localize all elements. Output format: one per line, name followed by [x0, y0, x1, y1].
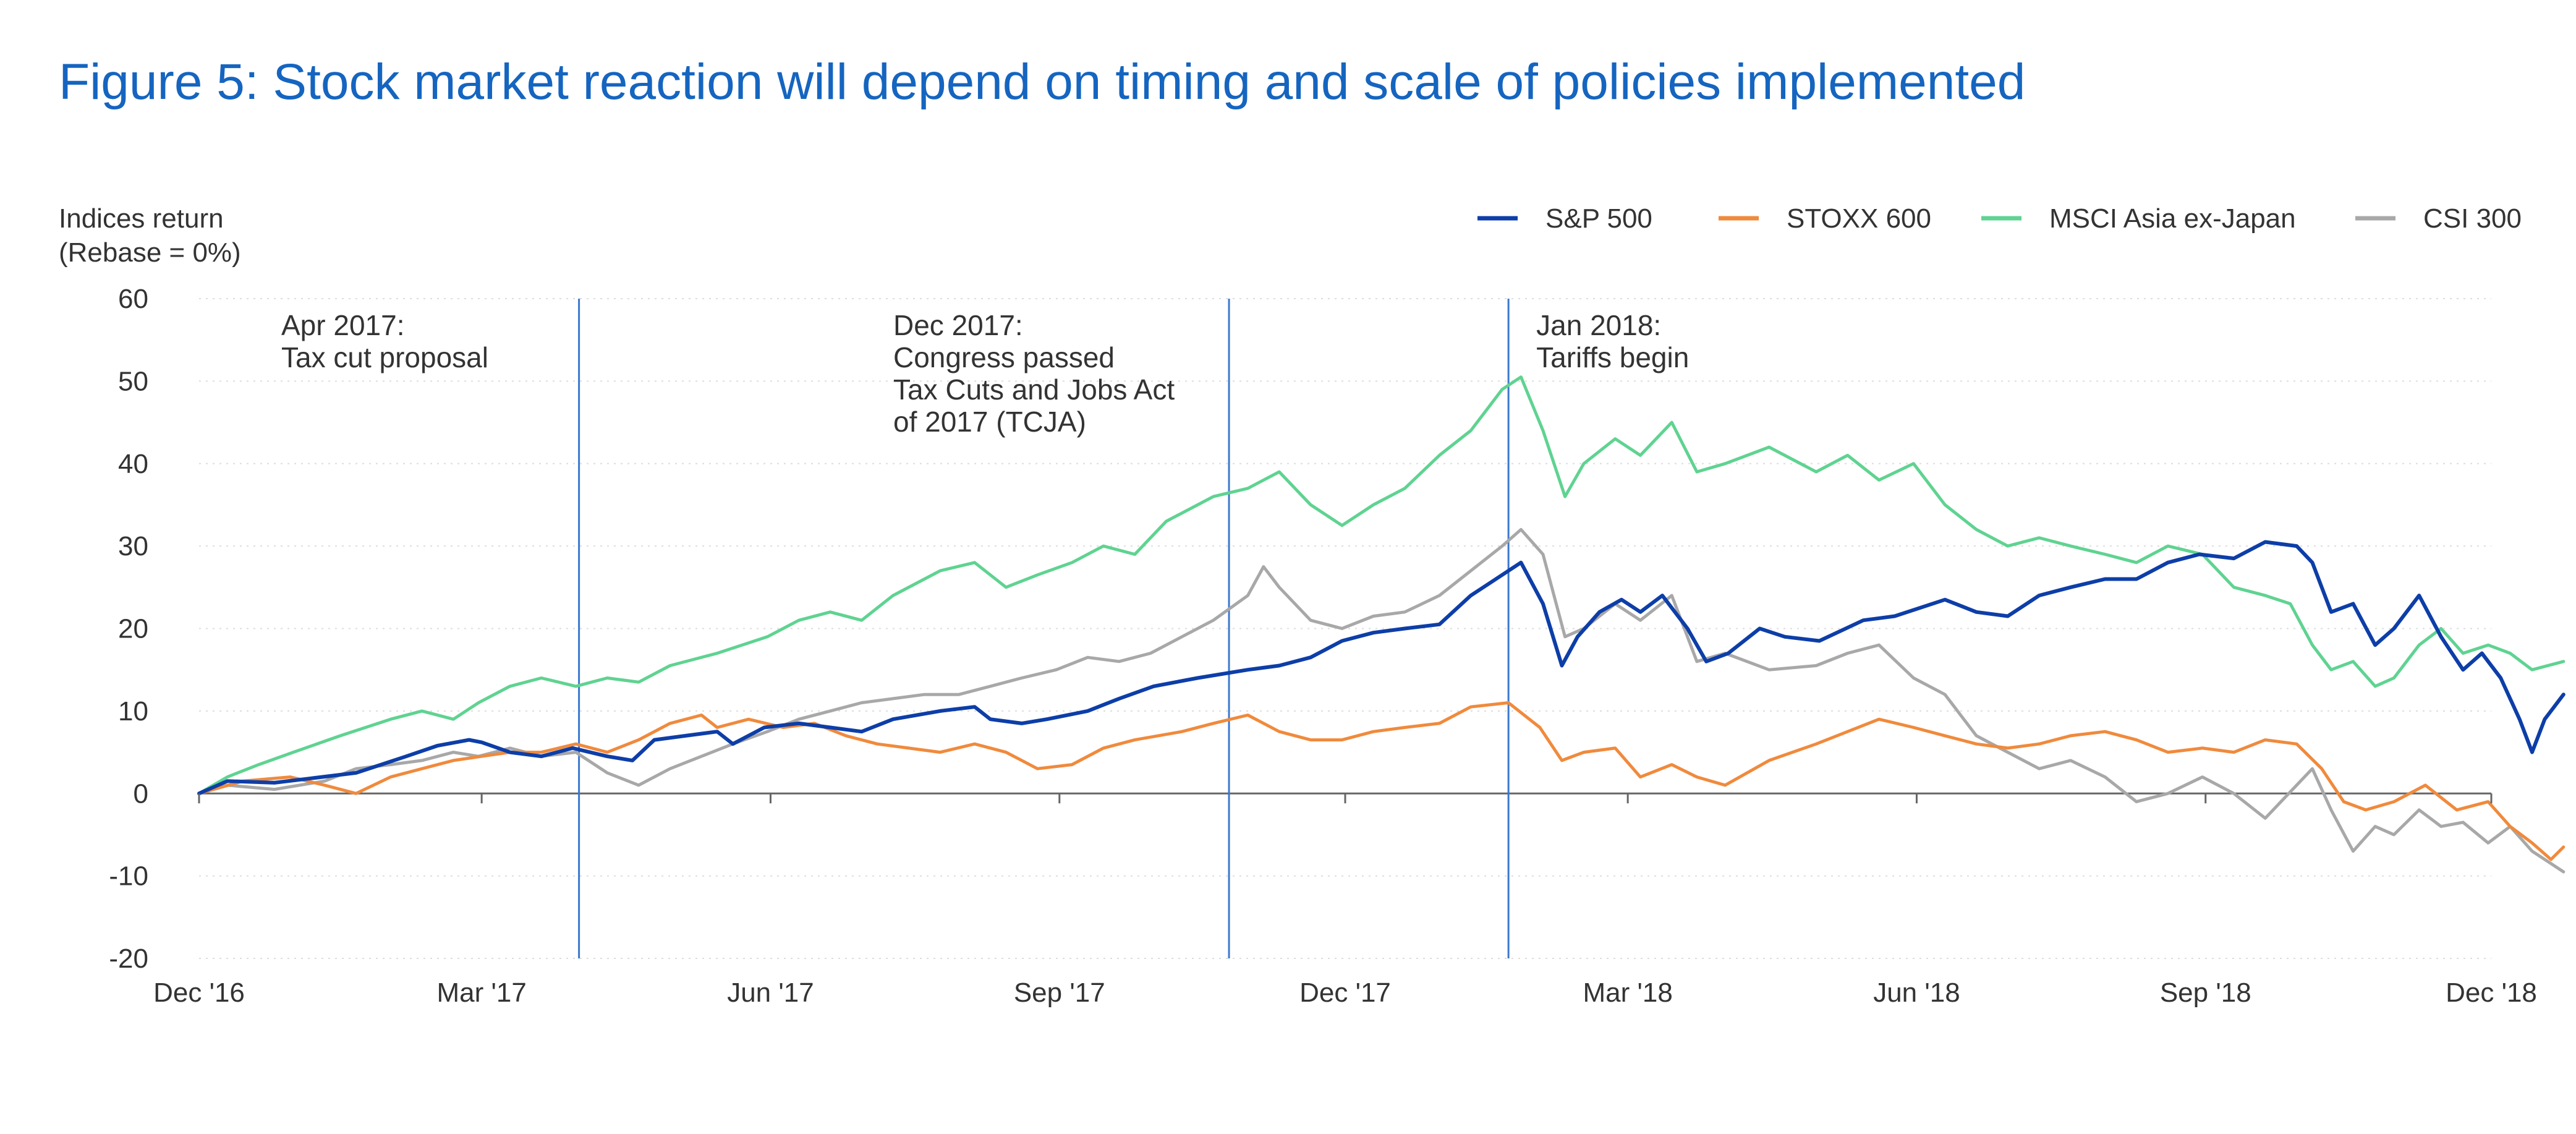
y-tick-label: 60 [118, 284, 148, 314]
series-line-s-p-500 [197, 540, 2565, 796]
legend-label: MSCI Asia ex-Japan [2049, 203, 2296, 234]
x-tick-label: Dec '17 [1299, 978, 1391, 1008]
y-axis-label-line-2: (Rebase = 0%) [59, 237, 241, 268]
x-tick-label: Mar '17 [436, 978, 526, 1008]
x-tick-label: Dec '16 [153, 978, 245, 1008]
y-axis-label-line-1: Indices return [59, 203, 224, 234]
annotation-text: Tax cut proposal [281, 341, 488, 373]
annotations: Apr 2017:Tax cut proposal Dec 2017:Congre… [281, 309, 1689, 438]
y-tick-label: 40 [118, 449, 148, 479]
event-markers [578, 299, 1510, 958]
legend-label: S&P 500 [1545, 203, 1652, 234]
annotation-text: of 2017 (TCJA) [893, 406, 1086, 438]
annotation-text: Jan 2018: [1536, 309, 1661, 341]
series-lines [197, 375, 2565, 874]
y-tick-labels: 60 50 40 30 20 10 0 -10 -20 [109, 284, 148, 974]
y-tick-label: 20 [118, 614, 148, 644]
x-tick-label: Dec '18 [2446, 978, 2537, 1008]
x-tick-labels: Dec '16 Mar '17 Jun '17 Sep '17 Dec '17 Mar '… [153, 793, 2537, 1008]
series-line-stoxx-600 [197, 701, 2565, 861]
annotation-text: Tariffs begin [1536, 341, 1689, 373]
x-tick-label: Sep '18 [2160, 978, 2251, 1008]
annotation-text: Congress passed [893, 341, 1115, 373]
legend-label: CSI 300 [2423, 203, 2522, 234]
y-tick-label: 50 [118, 366, 148, 396]
chart-title: Figure 5: Stock market reaction will dep… [59, 54, 2025, 110]
annotation-text: Dec 2017: [893, 309, 1023, 341]
annotation-text: Apr 2017: [281, 309, 404, 341]
series-line-csi-300 [197, 527, 2565, 874]
x-tick-label: Jun '17 [727, 978, 814, 1008]
y-tick-label: 0 [134, 778, 148, 809]
series-line-msci-asia-ex-japan [197, 375, 2565, 795]
y-tick-label: -10 [109, 861, 148, 892]
y-tick-label: -20 [109, 944, 148, 974]
y-tick-label: 10 [118, 696, 148, 727]
x-tick-label: Jun '18 [1873, 978, 1960, 1008]
annotation-text: Tax Cuts and Jobs Act [893, 373, 1175, 406]
x-tick-label: Sep '17 [1014, 978, 1105, 1008]
y-tick-label: 30 [118, 531, 148, 561]
legend: S&P 500 STOXX 600 MSCI Asia ex-Japan CSI 30… [1477, 203, 2522, 234]
x-tick-label: Mar '18 [1583, 978, 1672, 1008]
legend-label: STOXX 600 [1787, 203, 1931, 234]
